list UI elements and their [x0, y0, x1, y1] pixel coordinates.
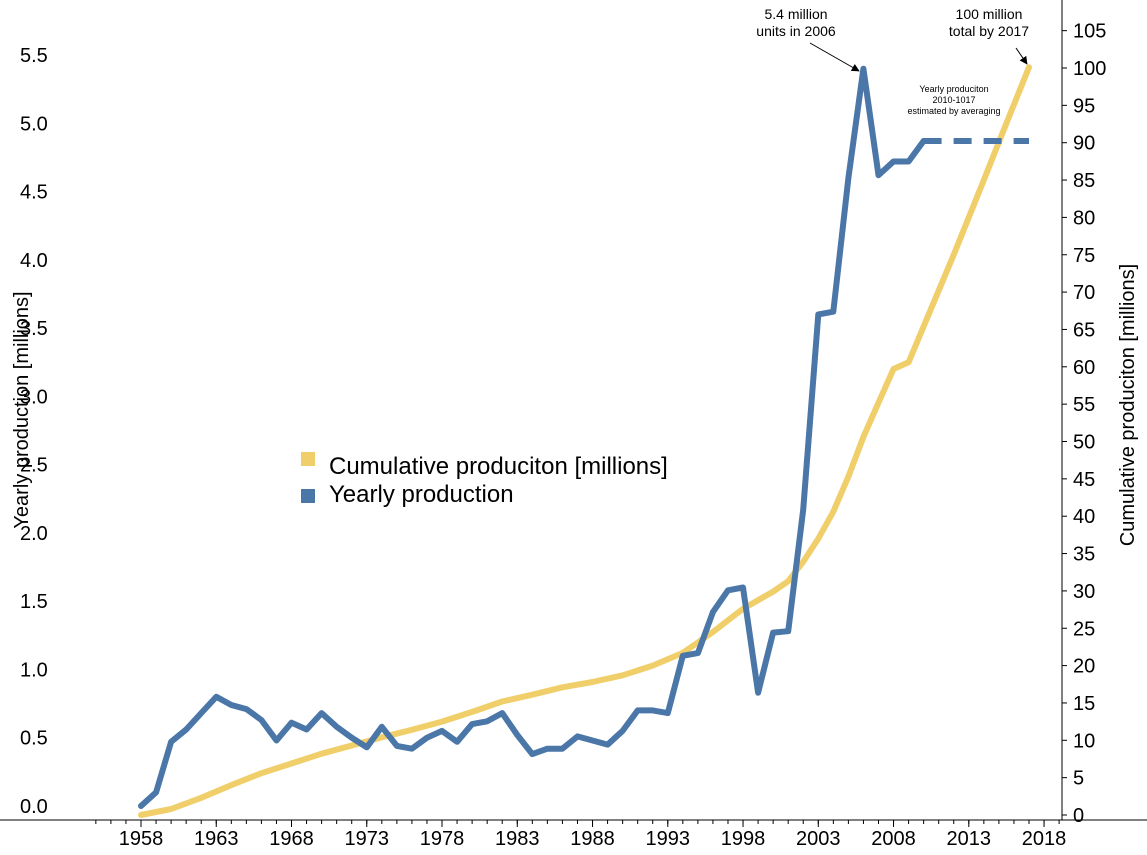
y-right-tick-label: 95: [1073, 95, 1095, 117]
y-left-tick-label: 5.0: [20, 113, 48, 135]
series-layer: [138, 64, 1032, 818]
y-right-tick-label: 50: [1073, 432, 1095, 454]
annotation-peak-2006: 5.4 million units in 2006: [756, 6, 860, 72]
y-left-tick-label: 2.5: [20, 455, 48, 477]
x-tick-label: 1973: [345, 828, 390, 850]
annotation-estimate: Yearly produciton 2010-1017 estimated by…: [907, 84, 1000, 116]
x-tick-label: 2018: [1022, 828, 1067, 850]
legend-label-cumulative: Cumulative produciton [millions]: [329, 453, 668, 480]
y-right-tick-label: 75: [1073, 245, 1095, 267]
y-right-tick-label: 105: [1073, 21, 1106, 43]
annotation-total-arrow: [1015, 47, 1028, 65]
legend-label-yearly: Yearly production: [329, 481, 514, 508]
right-axis-title: Cumulative produciton [millions]: [1117, 264, 1139, 546]
x-tick-label: 1983: [495, 828, 540, 850]
y-left-tick-label: 3.0: [20, 386, 48, 408]
y-left-tick-label: 4.0: [20, 250, 48, 272]
y-right-tick-label: 85: [1073, 170, 1095, 192]
y-right-tick-label: 15: [1073, 693, 1095, 715]
x-tick-label: 1993: [646, 828, 691, 850]
annotation-peak-line-1: 5.4 million: [764, 6, 827, 22]
y-right-tick-label: 55: [1073, 394, 1095, 416]
y-right-tick-label: 60: [1073, 357, 1095, 379]
x-tick-label: 1963: [194, 828, 239, 850]
y-right-tick-label: 45: [1073, 469, 1095, 491]
y-left-tick-label: 1.0: [20, 659, 48, 681]
y-left-tick-label: 0.5: [20, 728, 48, 750]
legend-swatch-cumulative: [301, 452, 315, 466]
y-right-tick-label: 70: [1073, 282, 1095, 304]
right-axis-ticks: 0 5 10 15 20 25 30 35 40 45 50 55 60 65 70 75 80 85 90 95 10…: [1062, 21, 1106, 827]
y-left-tick-label: 1.5: [20, 591, 48, 613]
left-axis-title: Yearly production [millions]: [11, 291, 33, 528]
series-yearly-line: [138, 65, 927, 809]
annotation-peak-arrow: [809, 42, 860, 72]
legend-swatch-yearly: [301, 489, 315, 503]
y-left-tick-label: 2.0: [20, 523, 48, 545]
annotation-total-line-1: 100 million: [956, 6, 1023, 22]
x-tick-label: 1978: [420, 828, 465, 850]
y-right-tick-label: 20: [1073, 656, 1095, 678]
y-right-tick-label: 100: [1073, 58, 1106, 80]
x-tick-label: 1958: [119, 828, 164, 850]
y-right-tick-label: 40: [1073, 506, 1095, 528]
legend: Cumulative produciton [millions] Yearly …: [301, 452, 668, 508]
annotation-total-line-2: total by 2017: [949, 23, 1029, 39]
x-tick-label: 1988: [570, 828, 615, 850]
y-right-tick-label: 35: [1073, 544, 1095, 566]
x-tick-label: 2008: [871, 828, 916, 850]
y-right-tick-label: 65: [1073, 319, 1095, 341]
y-right-tick-label: 30: [1073, 581, 1095, 603]
y-right-tick-label: 10: [1073, 730, 1095, 752]
x-axis-ticks: 1958 1963 1968 1973 1978 1983 1988 1993 1998 2003…: [95, 820, 1067, 850]
y-right-tick-label: 90: [1073, 133, 1095, 155]
y-left-tick-label: 5.5: [20, 45, 48, 67]
x-tick-label: 2013: [947, 828, 992, 850]
annotation-estimate-line-3: estimated by averaging: [907, 106, 1000, 116]
y-left-tick-label: 0.0: [20, 796, 48, 818]
y-left-tick-label: 3.5: [20, 318, 48, 340]
annotation-estimate-line-2: 2010-1017: [932, 95, 975, 105]
x-tick-label: 1998: [721, 828, 766, 850]
x-tick-label: 1968: [269, 828, 314, 850]
annotation-estimate-line-1: Yearly produciton: [919, 84, 988, 94]
x-tick-label: 2003: [796, 828, 841, 850]
annotation-peak-line-2: units in 2006: [756, 23, 836, 39]
y-right-tick-label: 0: [1073, 805, 1084, 827]
y-right-tick-label: 25: [1073, 618, 1095, 640]
left-axis-ticks: 0.0 0.5 1.0 1.5 2.0 2.5 3.0 3.5 4.0 4.5 5.0 5.5: [20, 45, 48, 818]
y-right-tick-label: 80: [1073, 207, 1095, 229]
annotation-total-2017: 100 million total by 2017: [949, 6, 1029, 65]
series-cumulative-line: [138, 64, 1032, 818]
y-left-tick-label: 4.5: [20, 182, 48, 204]
y-right-tick-label: 5: [1073, 768, 1084, 790]
